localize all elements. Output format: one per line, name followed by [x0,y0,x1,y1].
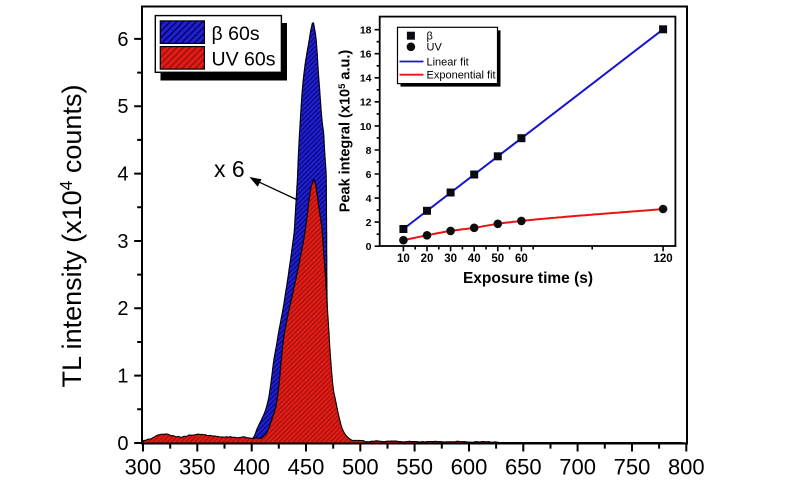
svg-text:600: 600 [451,455,488,480]
svg-text:40: 40 [468,253,481,265]
svg-text:6: 6 [366,169,372,181]
svg-text:Exponential fit: Exponential fit [427,70,496,82]
svg-text:2: 2 [366,217,372,229]
svg-text:12: 12 [360,97,372,109]
svg-text:120: 120 [654,253,673,265]
svg-text:750: 750 [614,455,651,480]
svg-text:60: 60 [515,253,528,265]
svg-text:300: 300 [125,455,162,480]
svg-text:20: 20 [421,253,434,265]
svg-text:10: 10 [397,253,410,265]
svg-text:50: 50 [491,253,504,265]
svg-text:400: 400 [233,455,270,480]
svg-text:Linear fit: Linear fit [427,56,469,68]
svg-text:700: 700 [559,455,596,480]
svg-text:UV: UV [427,42,443,54]
svg-text:0: 0 [117,433,128,455]
svg-text:0: 0 [366,241,372,253]
svg-text:800: 800 [668,455,705,480]
svg-text:6: 6 [117,29,128,51]
svg-text:β 60s: β 60s [212,23,260,45]
svg-text:550: 550 [396,455,433,480]
svg-text:x 6: x 6 [214,156,245,182]
svg-text:500: 500 [342,455,379,480]
svg-text:8: 8 [366,145,372,157]
svg-text:18: 18 [360,25,372,37]
svg-text:4: 4 [117,164,128,186]
svg-text:β: β [427,31,433,43]
svg-text:Exposure time (s): Exposure time (s) [463,270,593,287]
svg-text:5: 5 [117,96,128,118]
svg-text:650: 650 [505,455,542,480]
svg-text:4: 4 [366,193,372,205]
svg-text:14: 14 [360,73,372,85]
svg-text:450: 450 [288,455,325,480]
svg-text:350: 350 [179,455,216,480]
svg-text:Peak integral (x105 a.u.): Peak integral (x105 a.u.) [337,50,354,213]
svg-text:3: 3 [117,231,128,253]
svg-text:16: 16 [360,49,372,61]
svg-text:UV 60s: UV 60s [212,48,276,70]
svg-text:1: 1 [117,366,128,388]
svg-text:30: 30 [444,253,457,265]
svg-text:TL intensity (x104 counts): TL intensity (x104 counts) [56,85,87,388]
svg-text:10: 10 [360,121,372,133]
svg-text:2: 2 [117,298,128,320]
